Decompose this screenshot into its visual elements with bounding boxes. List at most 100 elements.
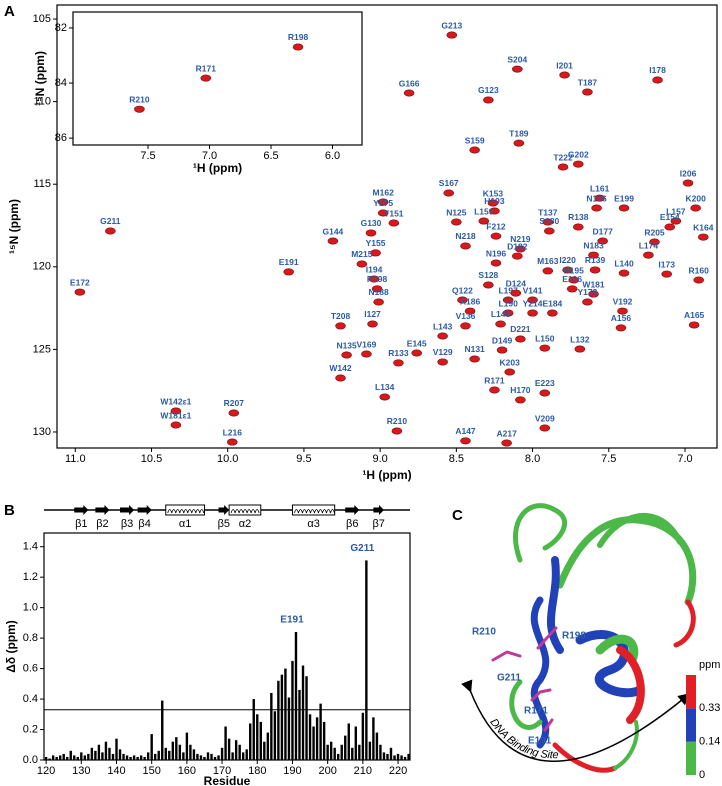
plot-frame bbox=[43, 532, 411, 761]
peak-label: W181 bbox=[582, 279, 604, 289]
x-tick-label: 7.5 bbox=[140, 150, 155, 162]
peak bbox=[661, 270, 672, 278]
peak bbox=[682, 179, 694, 187]
bar bbox=[287, 697, 291, 760]
peak bbox=[566, 285, 578, 293]
bar bbox=[125, 755, 129, 760]
peak-label: N196 bbox=[486, 248, 507, 258]
peak-label: D124 bbox=[506, 278, 527, 288]
x-axis-title: ¹H (ppm) bbox=[362, 468, 411, 482]
peak-label: R139 bbox=[585, 255, 606, 265]
bar bbox=[263, 741, 266, 760]
bar bbox=[90, 747, 94, 760]
peak bbox=[370, 249, 381, 257]
peak-label: N183 bbox=[583, 240, 604, 250]
colorbar-title: ppm bbox=[699, 659, 720, 671]
structure-element-label: α2 bbox=[239, 518, 251, 530]
peak-label: L150 bbox=[535, 333, 555, 343]
peak-label: G166 bbox=[399, 78, 420, 88]
peak bbox=[335, 322, 346, 330]
peak bbox=[365, 229, 377, 237]
peak-label: V141 bbox=[523, 285, 543, 295]
peak-label: G144 bbox=[322, 226, 343, 236]
y-tick-label: 1.0 bbox=[23, 602, 38, 614]
peak-label: E184 bbox=[542, 298, 562, 308]
peak bbox=[170, 421, 182, 429]
peak-label: I173 bbox=[658, 259, 675, 269]
bar bbox=[199, 755, 203, 760]
peak-label: W142 bbox=[329, 363, 351, 373]
panel-letter: A bbox=[4, 3, 15, 20]
bar bbox=[252, 699, 255, 760]
x-tick-label: 10.5 bbox=[141, 453, 162, 465]
bar bbox=[161, 700, 164, 760]
peak-label: V209 bbox=[535, 413, 555, 423]
structure-element-label: β2 bbox=[96, 518, 108, 530]
charts: 11.0 10.5 10.0 9.5 9.0 8.5 8.0 7.5 7.0 105 110 115 1… bbox=[4, 4, 718, 786]
peak-label: N125 bbox=[446, 207, 467, 217]
peak-label: S159 bbox=[465, 135, 485, 145]
y-tick-label: 125 bbox=[33, 343, 51, 355]
peak-label: L174 bbox=[639, 240, 659, 250]
bar bbox=[189, 744, 192, 760]
peak-label: N188 bbox=[368, 287, 389, 297]
colorbar-block bbox=[686, 708, 696, 742]
bar bbox=[365, 560, 368, 760]
peak-label: D182 bbox=[507, 241, 528, 251]
x-tick-label: 9.0 bbox=[372, 453, 387, 465]
bar bbox=[122, 753, 125, 760]
peak bbox=[490, 232, 502, 240]
peak-label: I127 bbox=[364, 309, 381, 319]
peak bbox=[457, 296, 468, 304]
peak bbox=[652, 76, 663, 84]
bar bbox=[368, 741, 372, 760]
bar bbox=[196, 753, 199, 760]
peak bbox=[496, 346, 508, 354]
peak bbox=[618, 204, 630, 212]
bar bbox=[168, 750, 171, 760]
bar-annotation: E191 bbox=[280, 615, 304, 626]
peak bbox=[469, 146, 480, 154]
peak bbox=[664, 223, 676, 231]
peak bbox=[446, 31, 458, 39]
bar bbox=[73, 755, 76, 760]
peak bbox=[574, 345, 586, 353]
bar bbox=[51, 755, 55, 760]
peak-label: H193 bbox=[484, 196, 505, 206]
peak bbox=[510, 289, 522, 297]
peak bbox=[649, 238, 660, 246]
peak bbox=[451, 218, 462, 226]
peak-label: L134 bbox=[375, 382, 395, 392]
peak bbox=[327, 237, 339, 245]
peak-label: L148 bbox=[491, 309, 511, 319]
bar bbox=[146, 752, 150, 760]
bar bbox=[308, 714, 312, 760]
peak-label: L190 bbox=[498, 298, 518, 308]
bar bbox=[386, 753, 389, 760]
x-tick-label: 210 bbox=[354, 765, 372, 777]
peak bbox=[547, 309, 558, 317]
peak bbox=[464, 307, 476, 315]
bar bbox=[192, 749, 196, 760]
bar bbox=[340, 744, 343, 760]
bar bbox=[182, 752, 185, 760]
strand bbox=[373, 505, 384, 515]
y-tick-label: 110 bbox=[33, 96, 51, 108]
bar bbox=[129, 756, 132, 760]
y-tick-label: 0.0 bbox=[23, 754, 38, 766]
bar bbox=[375, 732, 379, 760]
peak bbox=[527, 309, 538, 317]
peak-label: G130 bbox=[361, 218, 382, 228]
bar bbox=[87, 753, 90, 760]
structure-label: R171 bbox=[524, 706, 548, 717]
x-tick-label: 11.0 bbox=[65, 453, 86, 465]
colorbar-tick-label: 0.14 bbox=[699, 736, 720, 748]
peak bbox=[361, 350, 372, 358]
peak-label: V192 bbox=[613, 296, 633, 306]
bar bbox=[329, 741, 333, 760]
peak bbox=[591, 204, 602, 212]
peak bbox=[539, 424, 551, 432]
peak bbox=[228, 409, 240, 417]
peak bbox=[588, 251, 599, 259]
